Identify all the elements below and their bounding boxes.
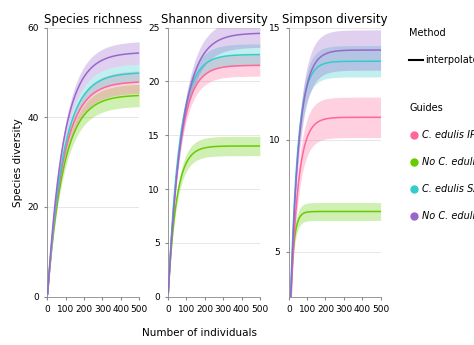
Title: Simpson diversity: Simpson diversity	[282, 13, 387, 27]
Text: Method: Method	[410, 28, 446, 38]
Y-axis label: Species diversity: Species diversity	[13, 118, 23, 207]
Text: No C. edulis SA: No C. edulis SA	[421, 211, 474, 221]
Text: Number of individuals: Number of individuals	[142, 328, 256, 338]
Text: C. edulis IP: C. edulis IP	[421, 130, 474, 140]
Title: Species richness: Species richness	[44, 13, 142, 27]
Text: interpolated: interpolated	[425, 55, 474, 65]
Text: Guides: Guides	[410, 103, 443, 113]
Text: C. edulis SA: C. edulis SA	[421, 184, 474, 194]
Title: Shannon diversity: Shannon diversity	[161, 13, 267, 27]
Text: No C. edulis IP: No C. edulis IP	[421, 157, 474, 167]
